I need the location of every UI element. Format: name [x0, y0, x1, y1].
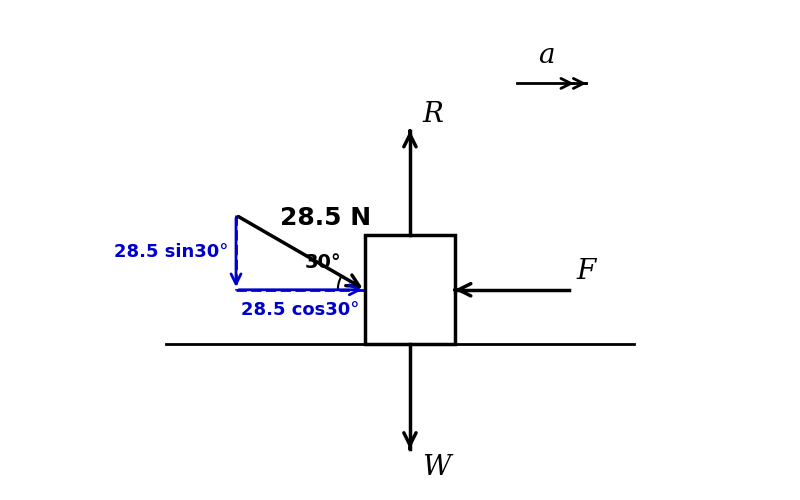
Text: 28.5 sin30°: 28.5 sin30°: [114, 244, 229, 262]
Text: F: F: [577, 258, 596, 285]
Text: 28.5 cos30°: 28.5 cos30°: [242, 300, 360, 318]
Text: 28.5 N: 28.5 N: [280, 206, 371, 230]
Bar: [365, 235, 454, 344]
Text: a: a: [538, 42, 555, 68]
Text: 30°: 30°: [305, 254, 342, 272]
Text: W: W: [422, 454, 451, 481]
Text: R: R: [422, 101, 443, 128]
